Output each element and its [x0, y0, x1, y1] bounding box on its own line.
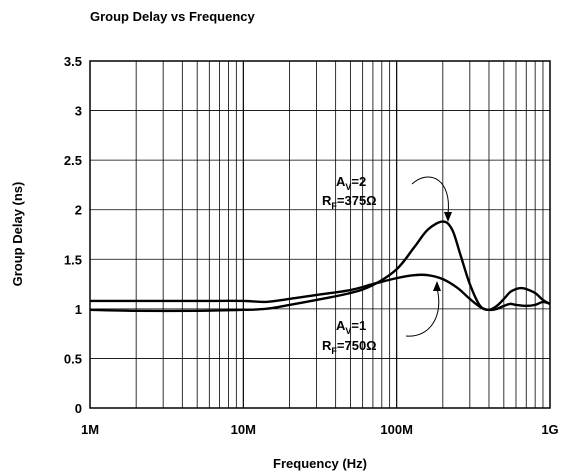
y-tick-label: 0	[75, 401, 82, 416]
plot-frame	[89, 60, 551, 409]
x-axis-label: Frequency (Hz)	[273, 456, 367, 471]
series-layer	[89, 220, 551, 313]
chart-title: Group Delay vs Frequency	[90, 9, 255, 24]
y-tick-label: 3.5	[64, 54, 82, 69]
annotation-av1: AV=1 RF=750Ω	[322, 318, 377, 356]
annotation-arrow-av1	[405, 287, 440, 337]
x-tick-labels: 1M 10M 100M 1G	[81, 422, 559, 437]
series-line-av2	[89, 220, 551, 313]
y-axis-label: Group Delay (ns)	[10, 182, 25, 287]
annotation-av2-line1: AV=2	[336, 174, 366, 192]
annotation-arrowhead-av2	[444, 212, 452, 222]
annotation-av1-line1: AV=1	[336, 318, 366, 336]
annotation-av1-line2: RF=750Ω	[322, 338, 377, 356]
annotation-av2: AV=2 RF=375Ω	[322, 174, 377, 211]
series-line-av1	[90, 273, 551, 312]
y-tick-label: 1.5	[64, 252, 82, 267]
y-tick-label: 2.5	[64, 153, 82, 168]
annotation-arrow-av2	[411, 176, 449, 215]
annotation-av2-line2: RF=375Ω	[322, 193, 377, 211]
x-tick-label: 10M	[231, 422, 256, 437]
y-tick-label: 2	[75, 203, 82, 218]
x-tick-label: 100M	[380, 422, 413, 437]
y-tick-label: 1	[75, 302, 82, 317]
x-tick-label: 1G	[541, 422, 558, 437]
y-tick-labels: 0 0.5 1 1.5 2 2.5 3 3.5	[64, 54, 82, 416]
y-tick-label: 3	[75, 104, 82, 119]
grid	[90, 60, 550, 409]
y-tick-label: 0.5	[64, 351, 82, 366]
x-tick-label: 1M	[81, 422, 99, 437]
annotation-arrowhead-av1	[433, 281, 441, 291]
